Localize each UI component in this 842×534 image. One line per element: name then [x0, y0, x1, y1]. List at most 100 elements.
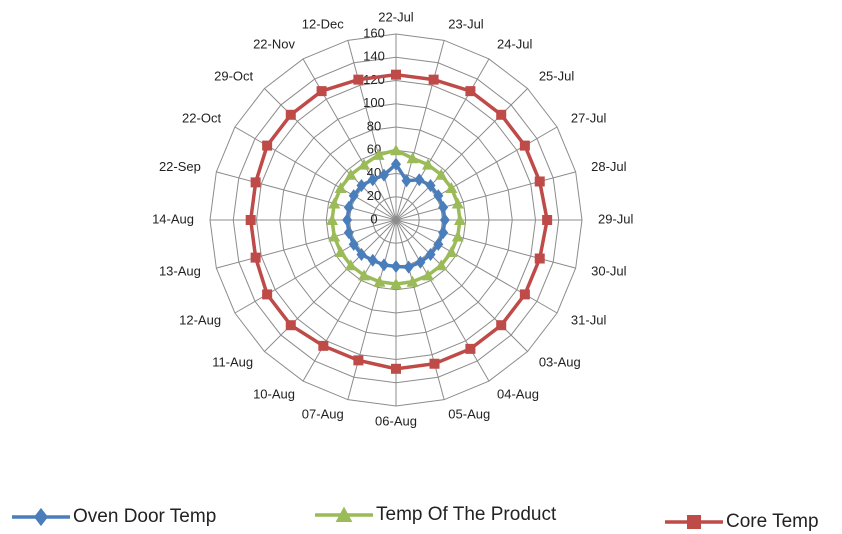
spoke	[216, 219, 397, 269]
marker	[367, 253, 378, 267]
marker	[372, 148, 385, 160]
marker	[344, 259, 357, 271]
spoke	[234, 126, 397, 221]
marker	[496, 109, 507, 120]
marker	[373, 275, 386, 287]
category-label: 29-Jul	[598, 211, 634, 226]
category-label: 22-Nov	[253, 37, 295, 52]
marker	[435, 259, 448, 271]
spoke	[234, 219, 397, 314]
marker	[262, 140, 273, 151]
marker	[285, 109, 296, 120]
marker	[250, 252, 261, 263]
r-tick-label: 140	[363, 49, 385, 64]
marker	[438, 200, 449, 214]
marker	[465, 343, 476, 354]
marker	[401, 174, 412, 188]
marker	[465, 86, 476, 97]
category-label: 22-Jul	[378, 9, 414, 24]
r-tick-label: 160	[363, 25, 385, 40]
marker	[429, 358, 440, 369]
marker	[406, 152, 419, 164]
marker	[391, 157, 401, 171]
category-label: 06-Aug	[375, 413, 417, 428]
spoke	[395, 58, 490, 221]
legend-label: Core Temp	[726, 511, 819, 532]
spoke	[395, 88, 528, 221]
marker	[334, 182, 347, 194]
marker	[391, 69, 401, 80]
marker	[415, 255, 426, 269]
legend-marker	[34, 507, 48, 527]
marker	[390, 144, 402, 156]
spoke	[216, 171, 397, 221]
marker	[390, 277, 402, 289]
category-label: 31-Jul	[571, 312, 607, 327]
marker	[391, 260, 401, 273]
marker	[414, 173, 425, 187]
marker	[342, 213, 353, 227]
marker	[445, 182, 458, 194]
spoke	[302, 58, 397, 221]
marker	[378, 168, 389, 182]
marker	[250, 177, 261, 188]
legend-marker	[335, 506, 353, 522]
category-label: 28-Jul	[591, 159, 627, 174]
marker	[378, 258, 389, 272]
marker	[358, 269, 371, 281]
marker	[348, 189, 359, 203]
marker	[245, 215, 256, 225]
spoke	[395, 126, 558, 221]
category-label: 27-Jul	[571, 110, 607, 125]
category-label: 24-Jul	[497, 37, 533, 52]
marker	[406, 275, 419, 287]
spoke	[347, 219, 397, 400]
category-label: 07-Aug	[302, 407, 344, 422]
category-label: 12-Aug	[179, 312, 221, 327]
marker	[262, 289, 273, 300]
marker	[344, 168, 357, 180]
spoke	[302, 219, 397, 382]
spoke	[395, 219, 558, 314]
marker	[326, 214, 339, 225]
r-tick-label: 0	[370, 211, 377, 226]
marker	[318, 340, 329, 351]
category-label: 03-Aug	[539, 354, 581, 369]
category-label: 04-Aug	[497, 386, 539, 401]
marker	[353, 355, 364, 366]
spoke	[395, 219, 576, 269]
marker	[433, 189, 444, 203]
category-label: 11-Aug	[212, 354, 253, 369]
marker	[439, 213, 450, 227]
category-label: 14-Aug	[152, 211, 194, 226]
spoke	[395, 219, 445, 400]
marker	[343, 200, 354, 214]
marker	[519, 289, 530, 300]
r-tick-label: 80	[367, 118, 381, 133]
spoke	[395, 40, 445, 221]
marker	[356, 248, 367, 262]
marker	[435, 168, 448, 180]
marker	[348, 237, 359, 251]
legend-label: Oven Door Temp	[73, 506, 216, 527]
category-label: 22-Sep	[159, 159, 201, 174]
marker	[403, 260, 414, 274]
marker	[542, 215, 553, 225]
marker	[391, 363, 401, 374]
category-label: 30-Jul	[591, 264, 627, 279]
marker	[534, 176, 545, 187]
category-label: 22-Oct	[182, 110, 221, 125]
marker	[496, 320, 507, 331]
marker	[445, 245, 458, 257]
category-label: 23-Jul	[448, 16, 484, 31]
marker	[428, 74, 439, 85]
marker	[367, 173, 378, 187]
spoke	[395, 171, 576, 221]
marker	[519, 140, 530, 151]
category-label: 29-Oct	[214, 69, 253, 84]
marker	[453, 214, 466, 225]
marker	[285, 320, 296, 331]
spoke	[395, 219, 490, 382]
category-label: 13-Aug	[159, 264, 201, 279]
